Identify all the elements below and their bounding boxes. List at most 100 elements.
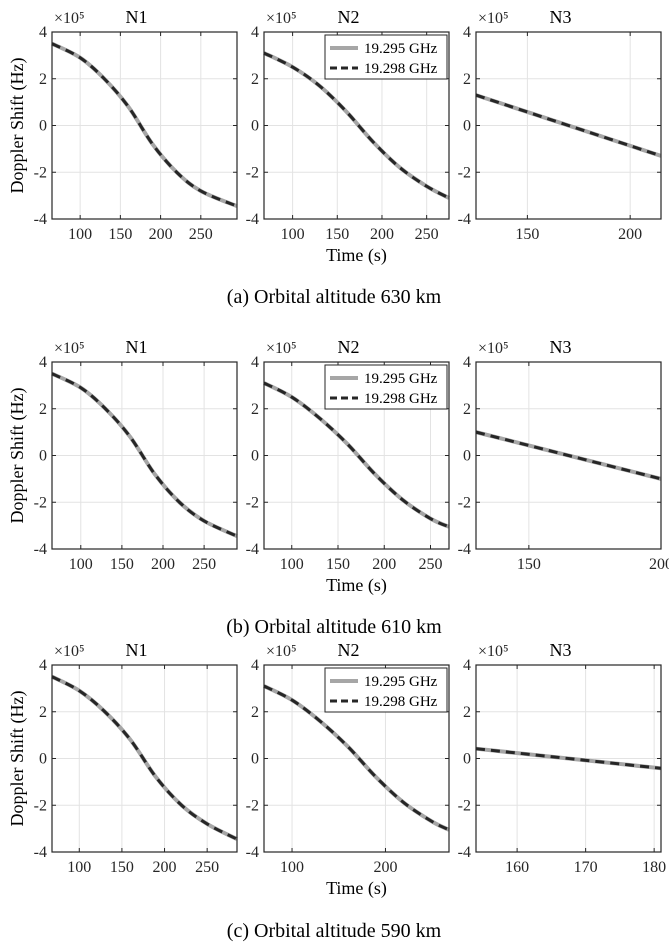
x-tick-label: 250 xyxy=(192,556,216,573)
y-tick-label: -2 xyxy=(246,797,259,814)
y-tick-label: 2 xyxy=(39,401,47,418)
x-tick-label: 200 xyxy=(370,226,394,243)
y-tick-label: 2 xyxy=(251,71,259,88)
legend-entry: 19.295 GHz xyxy=(364,674,438,690)
x-tick-label: 150 xyxy=(108,226,132,243)
series-line-19298 xyxy=(263,51,450,200)
y-exponent-label: ×10⁵ xyxy=(266,643,297,660)
panel-title: N2 xyxy=(338,7,360,27)
plot-panel-n1: -4 -2 0 2 4 100 150 200 250 ×10⁵ N1 xyxy=(34,337,238,573)
x-tick-label: 100 xyxy=(69,556,93,573)
legend-box xyxy=(324,364,448,410)
y-axis-label: Doppler Shift (Hz) xyxy=(7,388,28,524)
y-tick-label: 2 xyxy=(251,704,259,721)
legend-entry: 19.298 GHz xyxy=(364,694,438,710)
x-tick-label: 100 xyxy=(68,226,92,243)
panel-title: N2 xyxy=(338,640,360,660)
x-tick-label: 200 xyxy=(373,859,397,876)
series-line-19298 xyxy=(475,93,662,158)
y-tick-label: -4 xyxy=(34,211,47,228)
panel-title: N2 xyxy=(338,337,360,357)
x-tick-label: 180 xyxy=(642,859,666,876)
y-tick-label: -4 xyxy=(246,541,259,558)
plot-panel-n3: -4 -2 0 2 4 160 170 180 ×10⁵ N3 xyxy=(458,640,666,876)
y-tick-label: 4 xyxy=(463,24,471,41)
y-tick-label: -4 xyxy=(246,844,259,861)
y-exponent-label: ×10⁵ xyxy=(478,340,509,357)
y-exponent-label: ×10⁵ xyxy=(478,10,509,27)
x-axis-label: Time (s) xyxy=(326,245,387,266)
legend: 19.295 GHz 19.298 GHz xyxy=(324,34,448,80)
x-tick-label: 200 xyxy=(618,226,642,243)
x-tick-label: 150 xyxy=(325,226,349,243)
y-tick-label: 2 xyxy=(463,704,471,721)
legend: 19.295 GHz 19.298 GHz xyxy=(324,364,448,410)
x-tick-label: 250 xyxy=(415,226,439,243)
x-tick-label: 150 xyxy=(110,859,134,876)
plot-panel-n1: -4 -2 0 2 4 100 150 200 250 ×10⁵ N1 xyxy=(34,640,238,876)
y-tick-label: 4 xyxy=(251,657,259,674)
y-axis-label: Doppler Shift (Hz) xyxy=(7,58,28,194)
y-tick-label: 0 xyxy=(39,118,47,135)
y-tick-label: -2 xyxy=(458,164,471,181)
x-tick-label: 100 xyxy=(280,556,304,573)
x-tick-label: 200 xyxy=(649,556,669,573)
x-tick-label: 100 xyxy=(67,859,91,876)
subfigure-caption: (b) Orbital altitude 610 km xyxy=(226,616,442,638)
y-tick-label: -4 xyxy=(246,211,259,228)
x-tick-label: 160 xyxy=(505,859,529,876)
x-tick-label: 200 xyxy=(372,556,396,573)
x-tick-label: 250 xyxy=(195,859,219,876)
x-tick-label: 250 xyxy=(189,226,213,243)
y-exponent-label: ×10⁵ xyxy=(266,340,297,357)
y-tick-label: -4 xyxy=(458,844,471,861)
y-tick-label: -2 xyxy=(246,164,259,181)
legend-box xyxy=(324,34,448,80)
y-tick-label: -4 xyxy=(34,844,47,861)
y-tick-label: 0 xyxy=(463,118,471,135)
y-tick-label: 0 xyxy=(39,751,47,768)
y-tick-label: 4 xyxy=(251,354,259,371)
y-tick-label: -4 xyxy=(34,541,47,558)
series-line-19298 xyxy=(475,430,662,481)
y-tick-label: 4 xyxy=(39,354,47,371)
y-tick-label: 2 xyxy=(463,71,471,88)
x-tick-label: 200 xyxy=(153,859,177,876)
y-tick-label: -2 xyxy=(34,797,47,814)
y-tick-label: 2 xyxy=(39,704,47,721)
y-tick-label: 2 xyxy=(251,401,259,418)
y-tick-label: 0 xyxy=(463,448,471,465)
subfigure-caption: (a) Orbital altitude 630 km xyxy=(227,286,442,308)
y-tick-label: 2 xyxy=(463,401,471,418)
panel-title: N1 xyxy=(126,337,148,357)
legend: 19.295 GHz 19.298 GHz xyxy=(324,667,448,713)
x-tick-label: 100 xyxy=(281,226,305,243)
y-tick-label: -2 xyxy=(458,494,471,511)
y-tick-label: -4 xyxy=(458,541,471,558)
x-tick-label: 200 xyxy=(149,226,173,243)
y-tick-label: -2 xyxy=(458,797,471,814)
plot-panel-n1: -4 -2 0 2 4 100 150 200 250 ×10⁵ N1 xyxy=(34,7,238,243)
series-line-19298 xyxy=(263,684,450,832)
panel-title: N3 xyxy=(550,7,572,27)
y-tick-label: 0 xyxy=(251,448,259,465)
series-line-19298 xyxy=(51,372,238,538)
y-tick-label: -2 xyxy=(34,494,47,511)
x-tick-label: 150 xyxy=(110,556,134,573)
y-tick-label: 0 xyxy=(463,751,471,768)
panel-title: N3 xyxy=(550,337,572,357)
y-tick-label: 4 xyxy=(251,24,259,41)
y-tick-label: 0 xyxy=(251,118,259,135)
subfigure-caption: (c) Orbital altitude 590 km xyxy=(227,920,442,942)
plot-panel-n3: -4 -2 0 2 4 150 200 ×10⁵ N3 xyxy=(458,7,662,243)
y-tick-label: 4 xyxy=(463,657,471,674)
x-tick-label: 100 xyxy=(280,859,304,876)
legend-box xyxy=(324,667,448,713)
y-exponent-label: ×10⁵ xyxy=(54,340,85,357)
y-exponent-label: ×10⁵ xyxy=(478,643,509,660)
plot-panel-n3: -4 -2 0 2 4 150 200 ×10⁵ N3 xyxy=(458,337,669,573)
panel-title: N1 xyxy=(126,640,148,660)
legend-entry: 19.298 GHz xyxy=(364,391,438,407)
